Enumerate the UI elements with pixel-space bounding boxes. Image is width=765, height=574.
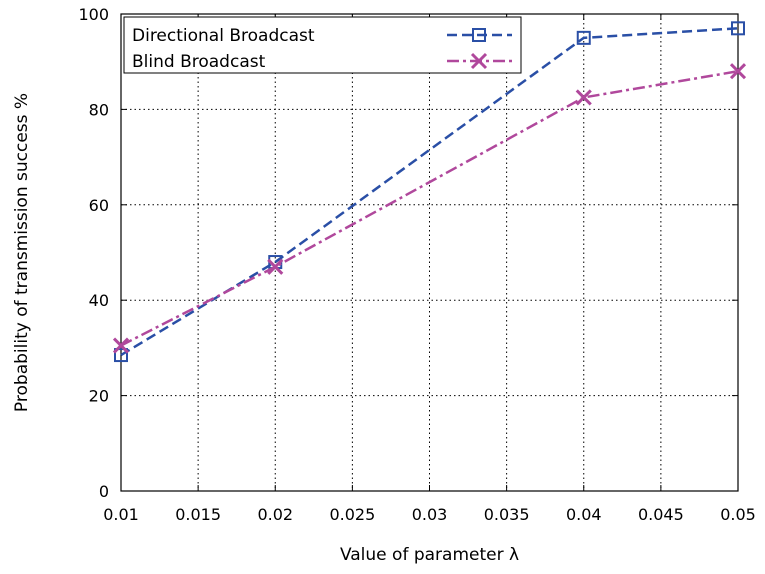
x-tick-label: 0.01 [103,505,139,524]
grid [121,14,738,491]
legend-marker [472,28,486,42]
legend-sample-directional-broadcast [447,28,512,42]
series-line-blind-broadcast [120,70,739,347]
x-tick-label: 0.02 [257,505,293,524]
legend-sample-blind-broadcast [447,52,512,70]
series-layer [112,21,747,363]
x-tick-label: 0.015 [175,505,221,524]
series-line-directional-broadcast [120,27,739,357]
y-axis: 0 20 40 60 80 100 [78,5,738,501]
y-tick-label: 100 [78,5,109,24]
data-point-blind-broadcast [575,89,592,106]
y-tick-label: 60 [89,196,109,215]
data-point-blind-broadcast [267,258,284,275]
x-tick-label: 0.04 [566,505,602,524]
legend-marker [470,52,488,70]
legend-label-directional-broadcast: Directional Broadcast [132,26,315,46]
x-tick-label: 0.035 [484,505,530,524]
x-tick-label: 0.03 [412,505,448,524]
data-point-directional-broadcast [731,21,745,36]
data-point-blind-broadcast [112,337,130,354]
y-axis-title: Probability of transmission success % [12,93,32,412]
y-tick-label: 40 [89,291,109,310]
x-tick-label: 0.025 [329,505,375,524]
data-point-directional-broadcast [576,30,591,45]
data-point-blind-broadcast [729,63,747,80]
y-tick-label: 80 [89,100,109,119]
y-tick-label: 20 [89,387,109,406]
x-tick-label: 0.05 [720,505,756,524]
data-point-directional-broadcast [114,348,128,363]
x-axis-title: Value of parameter λ [340,545,519,565]
legend-label-blind-broadcast: Blind Broadcast [132,52,266,72]
x-tick-label: 0.045 [638,505,684,524]
x-axis: 0.01 0.015 0.02 0.025 0.03 0.035 0.04 0.045 0.05 [103,14,756,524]
legend-box [123,16,522,74]
y-tick-label: 0 [99,482,109,501]
legend: Directional Broadcast Blind Broadcast [123,16,522,74]
